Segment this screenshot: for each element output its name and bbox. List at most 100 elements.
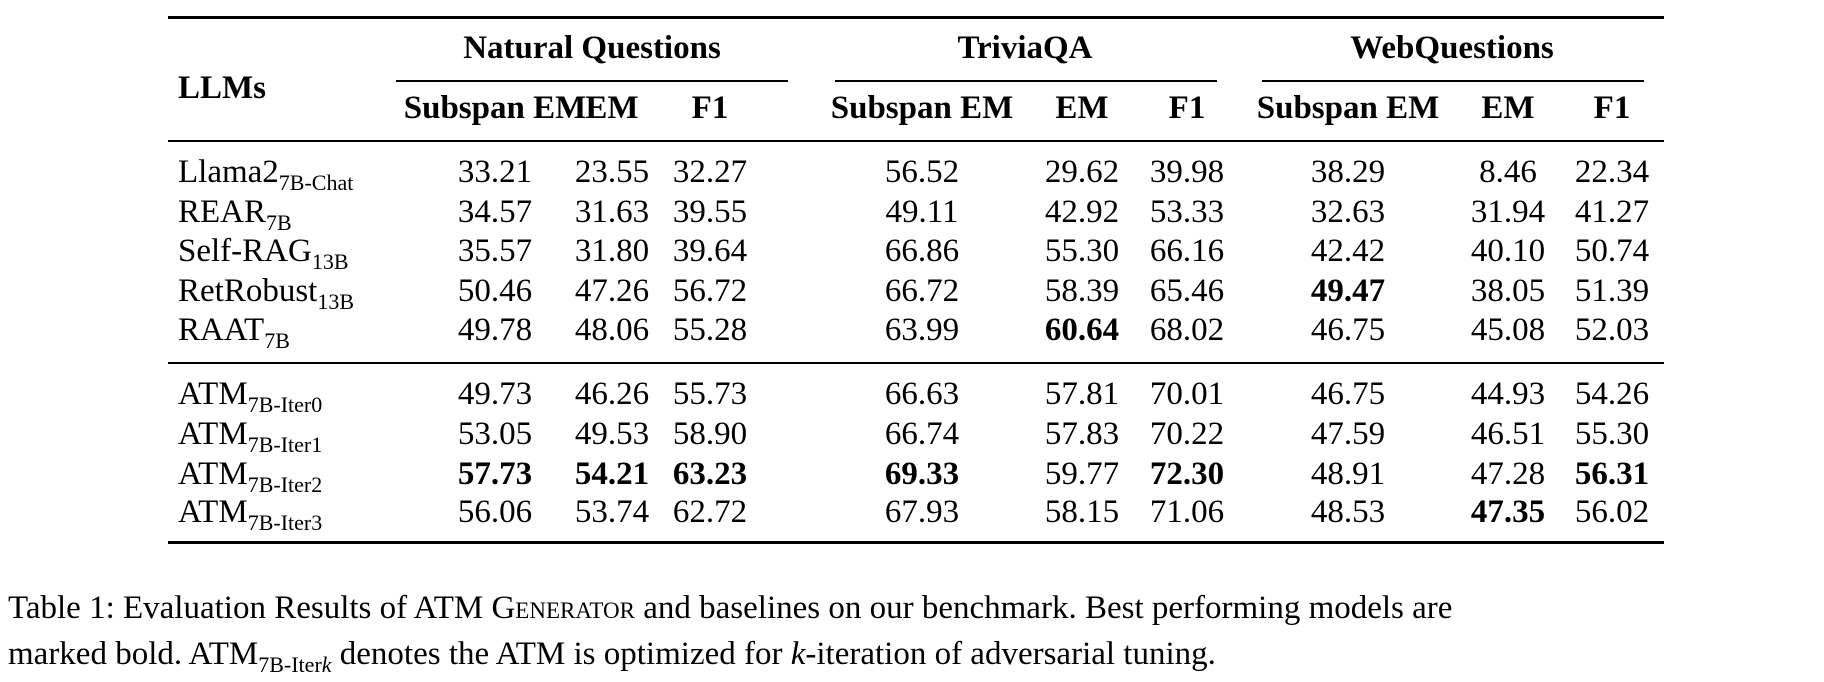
group-underline-nq (396, 80, 788, 82)
table-cell: 46.51 (1470, 416, 1546, 452)
table-cell: 57.81 (1044, 376, 1120, 412)
table-cell: 54.21 (574, 456, 650, 492)
model-name-subscript: 7B-Chat (278, 170, 354, 195)
table-cell: 55.30 (1044, 233, 1120, 269)
row-header-label: LLMs (178, 70, 267, 106)
group-underline-triviaqa (835, 80, 1217, 82)
table-cell: 33.21 (457, 154, 533, 190)
table-cell: 55.30 (1574, 416, 1650, 452)
table-cell: 38.29 (1310, 154, 1386, 190)
table-cell: 49.53 (574, 416, 650, 452)
table-cell: 31.63 (574, 194, 650, 230)
table-cell: 50.46 (457, 273, 533, 309)
table-cell: 58.15 (1044, 494, 1120, 530)
metric-header: EM (585, 90, 639, 126)
caption-text: Table 1: Evaluation Results of ATM (8, 590, 492, 626)
table-cell: 53.74 (574, 494, 650, 530)
model-name-base: Llama2 (178, 154, 279, 190)
table-cell: 49.11 (885, 194, 959, 230)
model-name: RetRobust13B (178, 271, 355, 314)
table-cell: 49.78 (457, 312, 533, 348)
metric-header: Subspan EM (1256, 90, 1440, 126)
table-cell: 58.39 (1044, 273, 1120, 309)
model-name-subscript: 7B (266, 210, 292, 235)
metric-header: F1 (691, 90, 729, 126)
model-name: ATM7B-Iter1 (178, 414, 323, 457)
table-cell: 55.28 (672, 312, 748, 348)
table-cell: 56.06 (457, 494, 533, 530)
mid-rule (168, 362, 1664, 364)
table-caption-line1: Table 1: Evaluation Results of ATM Gener… (8, 586, 1452, 630)
table-cell: 47.26 (574, 273, 650, 309)
model-name-subscript: 7B-Iter0 (247, 392, 323, 417)
model-name-subscript: 7B-Iter3 (247, 510, 323, 535)
table-cell: 45.08 (1470, 312, 1546, 348)
table-cell: 71.06 (1149, 494, 1225, 530)
model-name-base: RetRobust (178, 273, 318, 309)
group-header: Natural Questions (463, 30, 721, 66)
table-cell: 39.98 (1149, 154, 1225, 190)
table-cell: 59.77 (1044, 456, 1120, 492)
table-cell: 46.75 (1310, 312, 1386, 348)
metric-header: EM (1055, 90, 1109, 126)
table-cell: 58.90 (672, 416, 748, 452)
model-name-base: ATM (178, 416, 248, 452)
table-cell: 70.22 (1149, 416, 1225, 452)
model-name-subscript: 13B (317, 289, 355, 314)
model-name-subscript: 7B-Iter2 (247, 472, 323, 497)
caption-subscript-text: 7B-Iter (258, 652, 322, 677)
model-name: REAR7B (178, 192, 292, 235)
table-cell: 68.02 (1149, 312, 1225, 348)
caption-subscript: 7B-Iterk (258, 652, 331, 677)
table-cell: 48.53 (1310, 494, 1386, 530)
model-name-base: REAR (178, 194, 267, 230)
model-name: ATM7B-Iter3 (178, 492, 323, 535)
table-cell: 44.93 (1470, 376, 1546, 412)
table-cell: 63.99 (884, 312, 960, 348)
model-name-base: ATM (178, 494, 248, 530)
table-cell: 56.02 (1574, 494, 1650, 530)
table-cell: 29.62 (1044, 154, 1120, 190)
table-cell: 57.83 (1044, 416, 1120, 452)
model-name-base: ATM (178, 456, 248, 492)
table-cell: 66.63 (884, 376, 960, 412)
model-name: ATM7B-Iter2 (178, 454, 323, 497)
table-cell: 41.27 (1574, 194, 1650, 230)
group-header: WebQuestions (1350, 30, 1554, 66)
table-cell: 32.63 (1310, 194, 1386, 230)
model-name: RAAT7B (178, 310, 290, 352)
table-cell: 32.27 (672, 154, 748, 190)
table-cell: 46.26 (574, 376, 650, 412)
model-name: Self-RAG13B (178, 231, 349, 273)
table-cell: 39.55 (672, 194, 748, 230)
table-cell: 67.93 (884, 494, 960, 530)
table-cell: 70.01 (1149, 376, 1225, 412)
table-cell: 47.28 (1470, 456, 1546, 492)
table-cell: 47.59 (1310, 416, 1386, 452)
table-cell: 38.05 (1470, 273, 1546, 309)
metric-header: Subspan EM (403, 90, 587, 126)
top-rule (168, 16, 1664, 19)
caption-k: k (790, 636, 806, 672)
metric-header: F1 (1168, 90, 1206, 126)
table-cell: 49.73 (457, 376, 533, 412)
table-cell: 47.35 (1470, 494, 1546, 530)
table-caption-line2: marked bold. ATM7B-Iterk denotes the ATM… (8, 632, 1216, 676)
table-cell: 51.39 (1574, 273, 1650, 309)
table-cell: 34.57 (457, 194, 533, 230)
table-cell: 56.72 (672, 273, 748, 309)
model-name-subscript: 7B-Iter1 (247, 432, 323, 457)
table-cell: 54.26 (1574, 376, 1650, 412)
table-cell: 66.72 (884, 273, 960, 309)
caption-generator: Generator (491, 590, 635, 626)
caption-text: denotes the ATM is optimized for (331, 636, 791, 672)
table-cell: 56.31 (1574, 456, 1650, 492)
model-name-base: ATM (178, 376, 248, 412)
model-name: Llama27B-Chat (178, 152, 354, 195)
header-rule (168, 140, 1664, 142)
table-cell: 40.10 (1470, 233, 1546, 269)
table-cell: 63.23 (672, 456, 748, 492)
table-cell: 66.86 (884, 233, 960, 269)
table-cell: 39.64 (672, 233, 748, 269)
table-cell: 62.72 (672, 494, 748, 530)
